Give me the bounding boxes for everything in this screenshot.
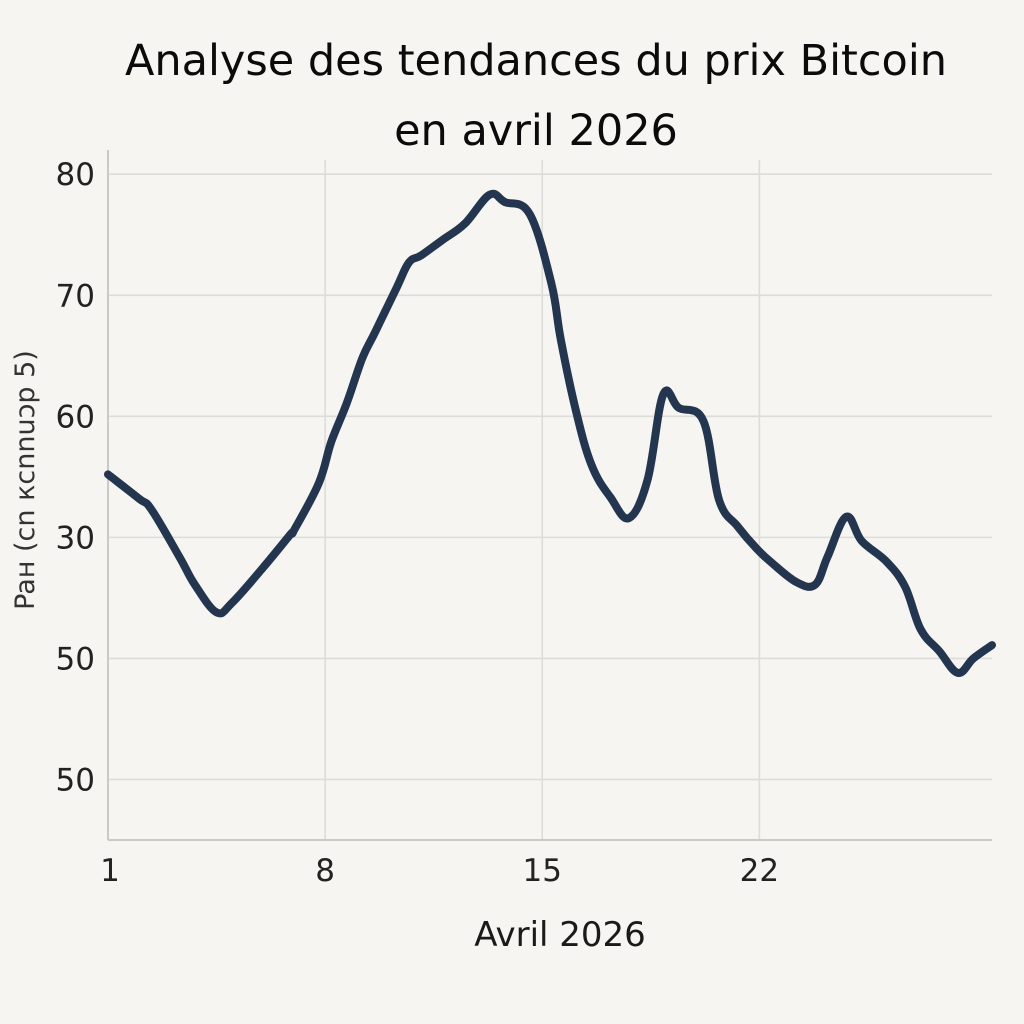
y-tick-labels: 80 70 60 30 50 50 — [56, 157, 95, 798]
y-tick-label: 60 — [56, 399, 95, 435]
y-tick-label: 70 — [56, 278, 95, 314]
horizontal-grid — [108, 173, 992, 781]
series-line — [104, 189, 996, 677]
series-layer — [104, 189, 996, 677]
x-axis-title: Avril 2026 — [474, 915, 646, 955]
x-tick-label: 8 — [315, 853, 335, 889]
y-axis-title: Paн (cn кcnnuɔp 5) — [10, 350, 41, 610]
x-tick-label: 15 — [523, 853, 562, 889]
y-tick-label: 50 — [56, 641, 95, 677]
vertical-grid — [324, 160, 761, 840]
y-tick-label: 80 — [56, 157, 95, 193]
x-tick-labels: 1 8 15 22 — [100, 853, 779, 889]
axes — [107, 150, 992, 841]
chart-title-line-1: Analyse des tendances du prix Bitcoin — [124, 36, 948, 86]
y-tick-label: 50 — [56, 762, 95, 798]
chart-title-line-2: en avril 2026 — [394, 106, 678, 156]
y-tick-label: 30 — [56, 520, 95, 556]
x-tick-label: 1 — [100, 853, 120, 889]
x-tick-label: 22 — [740, 853, 779, 889]
